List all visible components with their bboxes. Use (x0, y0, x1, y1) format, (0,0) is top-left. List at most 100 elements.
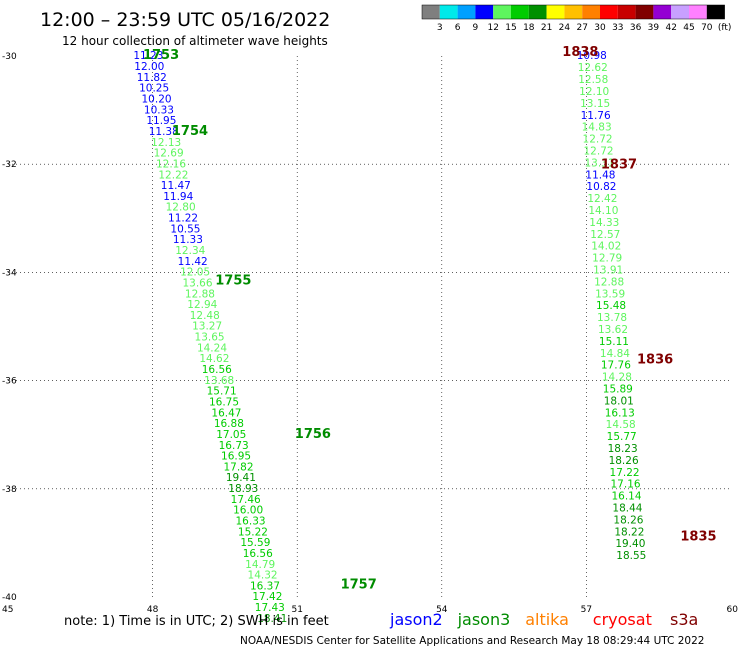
colorbar-label: 12 (487, 23, 498, 33)
colorbar-label: 70 (701, 23, 713, 33)
colorbar-swatch (706, 5, 725, 19)
wave-height-label: 17.05 (216, 429, 246, 441)
wave-height-label: 15.77 (607, 431, 637, 443)
chart-subtitle: 12 hour collection of altimeter wave hei… (62, 34, 328, 48)
wave-height-label: 11.33 (173, 234, 203, 246)
wave-height-label: 10.82 (586, 181, 616, 193)
satellite-legend: jason2 jason3 altika cryosat s3a (389, 610, 698, 629)
wave-height-label: 16.33 (236, 516, 266, 528)
wave-height-label: 10.33 (144, 104, 174, 116)
wave-height-label: 12.48 (190, 310, 220, 322)
colorbar-label: 6 (455, 23, 461, 33)
colorbar-label: (ft) (718, 23, 732, 33)
legend-item: altika (525, 610, 569, 629)
legend-item: jason3 (457, 610, 511, 629)
wave-height-label: 11.23 (133, 50, 163, 62)
colorbar-swatch (546, 5, 565, 19)
wave-height-label: 13.91 (593, 264, 623, 276)
wave-height-label: 18.22 (614, 526, 644, 538)
wave-height-label: 12.57 (590, 229, 620, 241)
colorbar-label: 9 (473, 23, 479, 33)
wave-height-label: 13.68 (204, 375, 234, 387)
colorbar-swatch (564, 5, 583, 19)
colorbar-swatch (457, 5, 476, 19)
wave-height-label: 16.95 (221, 451, 251, 463)
x-tick-label: 48 (147, 605, 159, 615)
legend-item: jason2 (389, 610, 443, 629)
wave-height-label: 12.69 (154, 148, 184, 160)
wave-height-label: 13.66 (182, 277, 212, 289)
wave-height-label: 14.28 (602, 372, 632, 384)
wave-height-label: 10.25 (139, 83, 169, 95)
wave-height-label: 17.42 (252, 591, 282, 603)
wave-height-label: 14.33 (589, 217, 619, 229)
units-note: note: 1) Time is in UTC; 2) SWH is in fe… (64, 614, 329, 629)
wave-height-label: 18.01 (604, 395, 634, 407)
x-tick-label: 57 (581, 605, 592, 615)
colorbar-swatch (493, 5, 511, 19)
wave-height-label: 15.22 (238, 526, 268, 538)
colorbar-label: 30 (594, 23, 606, 33)
colorbar-swatch (689, 5, 707, 19)
colorbar-swatch (671, 5, 689, 19)
wave-height-label: 14.83 (582, 122, 612, 134)
wave-height-label: 12.05 (180, 267, 210, 279)
time-label: 1836 (637, 352, 673, 367)
wave-height-label: 12.22 (158, 169, 188, 181)
wave-height-label: 16.75 (209, 396, 239, 408)
wave-height-label: 14.24 (197, 342, 227, 354)
wave-height-label: 12.88 (594, 276, 624, 288)
wave-height-label: 10.55 (170, 223, 200, 235)
wave-height-label: 12.10 (579, 86, 609, 98)
wave-height-label: 10.98 (577, 50, 607, 62)
colorbar-swatch (422, 5, 440, 19)
wave-height-label: 14.02 (591, 241, 621, 253)
colorbar-label: 27 (576, 23, 587, 33)
colorbar-label: 33 (612, 23, 623, 33)
wave-height-label: 17.46 (231, 494, 261, 506)
wave-height-label: 11.42 (178, 256, 208, 268)
wave-height-label: 15.89 (603, 384, 633, 396)
wave-height-label: 16.88 (214, 418, 244, 430)
colorbar-label: 18 (523, 23, 535, 33)
y-tick-label: -32 (2, 160, 17, 170)
wave-height-label: 13.31 (584, 157, 614, 169)
colorbar-label: 45 (683, 23, 694, 33)
time-label: 1754 (172, 124, 208, 139)
colorbar-swatch (635, 5, 654, 19)
wave-height-label: 11.38 (149, 126, 179, 138)
y-tick-labels: -30 -32 -34 -36 -38 -40 (2, 52, 17, 603)
wave-height-label: 13.27 (192, 321, 222, 333)
colorbar-swatch (511, 5, 529, 19)
time-label: 1757 (341, 577, 377, 592)
wave-height-label: 17.76 (601, 360, 631, 372)
colorbar-swatch (617, 5, 636, 19)
wave-height-label: 15.59 (240, 537, 270, 549)
wave-height-label: 19.41 (226, 472, 256, 484)
wave-height-label: 16.73 (219, 440, 249, 452)
wave-height-label: 17.43 (255, 602, 285, 614)
y-tick-label: -34 (2, 268, 17, 278)
time-label: 1755 (215, 273, 251, 288)
colorbar-swatch (653, 5, 672, 19)
time-label: 1835 (680, 530, 716, 545)
time-labels: 1753 1754 1755 1756 1757 1838 1837 1836 1835 (143, 45, 717, 592)
colorbar: 3 6 9 12 15 18 21 24 27 30 33 36 39 42 45 70 (ft) (421, 4, 732, 33)
wave-height-label: 12.88 (185, 288, 215, 300)
wave-height-label: 17.22 (610, 467, 640, 479)
colorbar-swatch (600, 5, 618, 19)
wave-height-label: 14.79 (245, 559, 275, 571)
x-tick-label: 51 (291, 605, 302, 615)
wave-height-label: 12.34 (175, 245, 205, 257)
wave-height-label: 18.44 (612, 503, 642, 515)
wave-height-label: 17.16 (611, 479, 641, 491)
time-label: 1753 (143, 48, 179, 63)
wave-height-label: 12.16 (156, 158, 186, 170)
wave-height-label: 13.78 (597, 312, 627, 324)
y-tick-label: -36 (2, 377, 17, 387)
wave-height-label: 18.26 (613, 514, 643, 526)
wave-height-label: 15.48 (596, 300, 626, 312)
wave-height-label: 14.58 (606, 419, 636, 431)
wave-height-label: 16.56 (243, 548, 273, 560)
wave-height-label: 12.58 (578, 74, 608, 86)
